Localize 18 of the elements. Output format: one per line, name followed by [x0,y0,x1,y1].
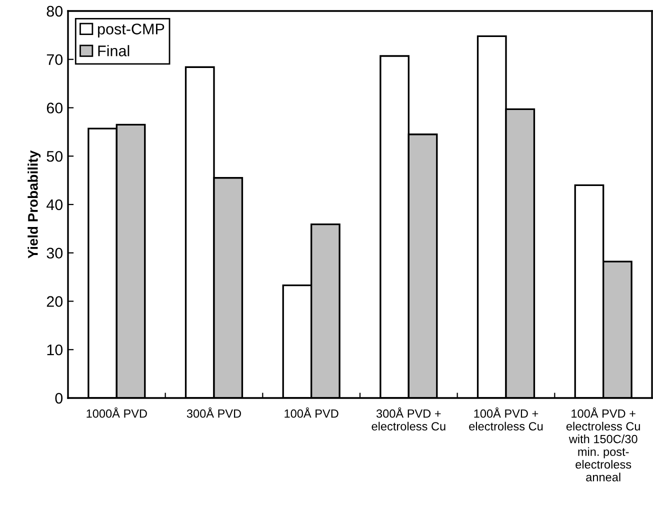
x-tick-label: 300Å PVD [186,407,241,418]
y-axis-title: Yield Probability [28,150,41,258]
x-tick-label: 100Å PVD + electroless Cu with 150C/30 min. post- electroless anneal [566,407,640,482]
y-tick-label: 40 [46,199,63,210]
x-tick-label: 100Å PVD [284,407,338,418]
legend-label: post-CMP [98,24,164,38]
y-tick-label: 0 [55,392,63,404]
y-tick-label: 30 [46,248,63,259]
y-tick-label: 20 [46,296,63,307]
y-tick-label: 80 [46,6,63,17]
x-tick-label: 300Å PVD + electroless Cu [372,407,446,430]
y-tick-label: 60 [46,102,63,114]
y-tick-label: 10 [47,344,63,356]
x-tick-label: 1000Å PVD [86,407,147,418]
y-tick-label: 50 [46,150,63,162]
x-tick-label: 100Å PVD + electroless Cu [469,407,543,430]
y-tick-label: 70 [46,54,63,66]
legend-label: Final [98,45,130,56]
